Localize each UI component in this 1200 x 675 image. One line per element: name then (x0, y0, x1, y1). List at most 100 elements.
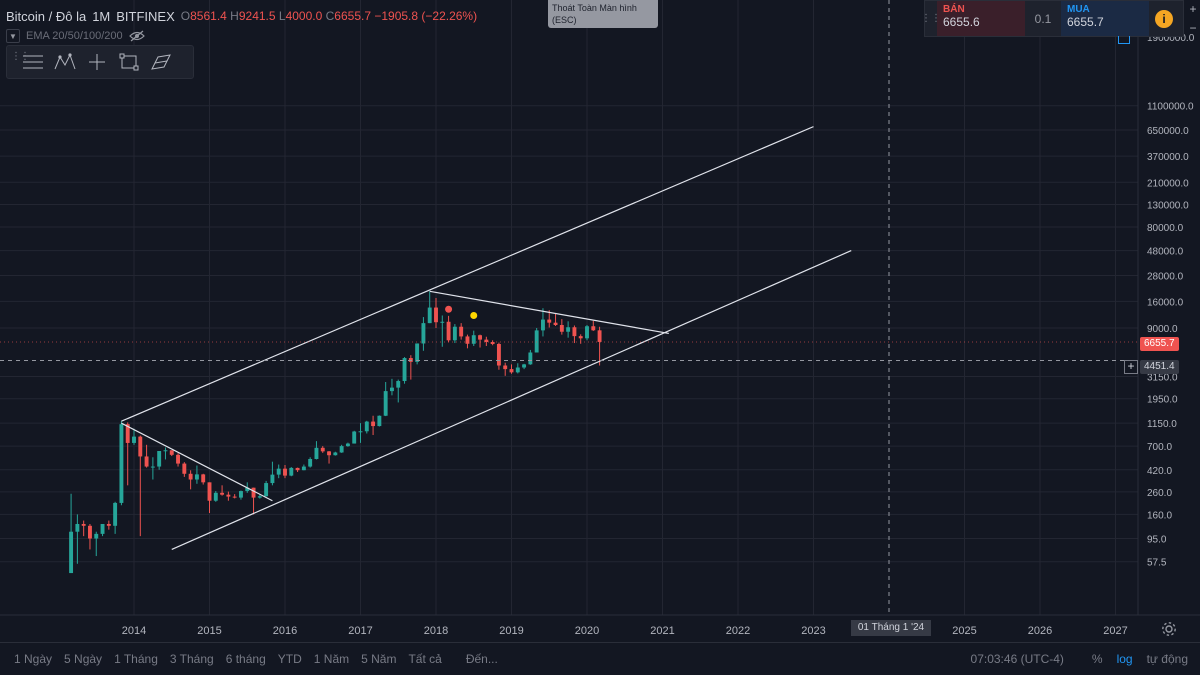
candle-body (559, 325, 564, 332)
dividend-dot[interactable] (445, 305, 453, 313)
time-tick-label: 2016 (273, 625, 297, 637)
candle-body (144, 456, 149, 467)
percent-scale-toggle[interactable]: % (1091, 652, 1103, 666)
period-3m[interactable]: 3 Tháng (169, 652, 214, 666)
period-1y[interactable]: 1 Năm (313, 652, 350, 666)
clock-timezone[interactable]: 07:03:46 (UTC-4) (970, 652, 1064, 666)
symbol-name[interactable]: Bitcoin / Đô la (6, 8, 87, 24)
trade-panel: ⋮⋮ BÁN 6655.6 0.1 MUA 6655.7 i (921, 0, 1184, 37)
price-tick-label: 420.0 (1147, 466, 1172, 477)
brush-icon[interactable] (145, 47, 177, 77)
candle-body (339, 446, 344, 453)
sell-button[interactable]: BÁN 6655.6 (937, 1, 1025, 36)
candle-body (207, 482, 212, 501)
trade-drag-handle-icon[interactable]: ⋮⋮ (921, 13, 941, 24)
hidden-eye-icon[interactable] (128, 30, 145, 42)
event-dot[interactable] (470, 311, 478, 319)
buy-button[interactable]: MUA 6655.7 (1061, 1, 1149, 36)
indicator-label[interactable]: EMA 20/50/100/200 (26, 30, 123, 42)
collapse-indicators-icon[interactable]: ▼ (6, 29, 20, 43)
crosshair-icon[interactable] (81, 47, 113, 77)
price-tick-label: 1150.0 (1147, 419, 1177, 430)
time-tick-label: 2015 (197, 625, 221, 637)
candle-body (547, 319, 552, 323)
exchange-label: BITFINEX (116, 8, 175, 24)
period-5d[interactable]: 5 Ngày (64, 652, 103, 666)
candle-body (75, 523, 80, 532)
candle-body (257, 496, 262, 498)
candle-body (534, 330, 539, 353)
candle-body (88, 525, 92, 539)
bear-2014-trend-line[interactable] (121, 422, 273, 502)
zoom-out-icon[interactable]: − (1189, 20, 1197, 35)
time-tick-label: 2023 (801, 625, 825, 637)
candle-body (132, 436, 136, 443)
trend-drawings[interactable] (0, 0, 1138, 615)
candle-body (371, 421, 376, 427)
high-value: 9241.5 (238, 9, 276, 23)
period-6m[interactable]: 6 tháng (225, 652, 266, 666)
candle-body (415, 343, 420, 362)
candle-body (396, 381, 401, 388)
bottom-right-controls: 07:03:46 (UTC-4) % log tự động (971, 652, 1200, 666)
low-label: L (278, 9, 286, 23)
upper-channel-line[interactable] (121, 126, 814, 422)
candle-body (515, 367, 520, 373)
time-tick-label: 2019 (499, 625, 523, 637)
price-tick-label: 57.5 (1147, 558, 1167, 569)
panel-collapse-icon[interactable] (1118, 36, 1130, 44)
exit-fullscreen-label: Thoát Toàn Màn hình (552, 3, 637, 13)
chart-grid (0, 0, 1138, 615)
candle-body (585, 326, 589, 339)
crosshair-date-badge: 01 Tháng 1 '24 (851, 620, 931, 636)
candle-body (390, 387, 394, 392)
buy-label: MUA (1067, 4, 1090, 15)
log-scale-toggle[interactable]: log (1116, 652, 1133, 666)
candle-body (308, 458, 313, 467)
rectangle-icon[interactable] (113, 47, 145, 77)
candle-body (320, 447, 325, 452)
candle-body (434, 307, 438, 323)
add-alert-plus-icon[interactable]: + (1124, 360, 1138, 374)
candle-body (566, 327, 571, 332)
price-tick-label: 130000.0 (1147, 200, 1189, 211)
candle-body (213, 492, 218, 501)
period-5y[interactable]: 5 Năm (361, 652, 397, 666)
price-tick-label: 1900000.0 (1147, 33, 1195, 44)
info-button[interactable]: i (1149, 1, 1179, 36)
period-1m[interactable]: 1 Tháng (114, 652, 158, 666)
candle-body (169, 450, 174, 455)
goto-date-button[interactable]: Đến... (465, 652, 498, 666)
pattern-icon[interactable] (49, 47, 81, 77)
price-tick-label: 3150.0 (1147, 373, 1178, 384)
candle-body (352, 431, 357, 444)
candle-body (239, 491, 243, 498)
lower-channel-line[interactable] (171, 250, 852, 550)
time-tick-label: 2025 (952, 625, 976, 637)
quantity-input[interactable]: 0.1 (1034, 11, 1052, 26)
candle-body (402, 358, 407, 382)
time-axis[interactable]: 2014 2015 2016 2017 2018 2019 2020 2021 2022 2023… (122, 625, 1128, 637)
candle-body (176, 454, 180, 464)
price-tick-label: 160.0 (1147, 510, 1172, 521)
candle-body (119, 424, 124, 503)
candle-body (591, 326, 596, 331)
peak-resistance-line[interactable] (429, 290, 669, 335)
period-ytd[interactable]: YTD (277, 652, 302, 666)
candle-body (452, 326, 457, 341)
period-1d[interactable]: 1 Ngày (14, 652, 53, 666)
open-value: 8561.4 (190, 9, 227, 23)
period-all[interactable]: Tất cả (408, 652, 442, 666)
chart-markers[interactable] (445, 305, 478, 319)
close-value: 6655.7 (334, 9, 371, 23)
lines-icon[interactable] (17, 47, 49, 77)
price-axis[interactable]: 1100000.0 650000.0 370000.0 210000.0 130000.… (1147, 33, 1195, 569)
exit-fullscreen-tooltip[interactable]: Thoát Toàn Màn hình (ESC) (548, 0, 658, 28)
gear-icon[interactable] (1160, 620, 1178, 638)
price-tick-label: 48000.0 (1147, 247, 1184, 258)
auto-scale-toggle[interactable]: tự động (1146, 652, 1188, 666)
symbol-legend: Bitcoin / Đô la 1M BITFINEX O8561.4 H924… (6, 6, 477, 26)
zoom-in-icon[interactable]: + (1189, 2, 1197, 17)
candle-body (440, 321, 445, 323)
